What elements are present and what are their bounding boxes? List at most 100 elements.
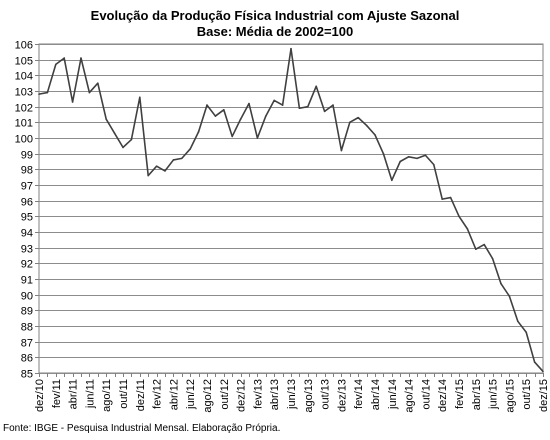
y-tick-label: 93 bbox=[21, 244, 33, 256]
data-point bbox=[113, 132, 116, 135]
y-tick-label: 92 bbox=[21, 259, 33, 271]
x-tick-label: fev/13 bbox=[252, 379, 264, 409]
data-point bbox=[63, 57, 65, 59]
x-tick-label: dez/13 bbox=[336, 379, 348, 412]
data-point bbox=[475, 248, 477, 251]
data-point bbox=[38, 93, 40, 95]
y-tick-label: 105 bbox=[15, 56, 33, 68]
x-tick-label: out/14 bbox=[420, 379, 432, 410]
x-tick-label: ago/11 bbox=[101, 379, 113, 412]
data-point bbox=[189, 148, 191, 150]
source-note: Fonte: IBGE - Pesquisa Industrial Mensal… bbox=[3, 423, 281, 434]
data-point bbox=[349, 121, 351, 124]
x-tick-label: fev/14 bbox=[353, 379, 365, 409]
y-tick-label: 91 bbox=[21, 275, 33, 287]
data-point bbox=[525, 331, 527, 334]
y-tick-label: 97 bbox=[21, 181, 33, 193]
series-line bbox=[38, 47, 544, 372]
data-point bbox=[155, 165, 158, 167]
x-tick-label: dez/11 bbox=[135, 379, 147, 411]
data-point bbox=[517, 320, 519, 323]
data-point bbox=[256, 137, 259, 139]
x-tick-label: out/12 bbox=[219, 379, 231, 410]
data-point bbox=[172, 159, 175, 161]
x-tick-label: fev/15 bbox=[454, 379, 466, 409]
data-point bbox=[122, 146, 124, 149]
x-tick-label: abr/11 bbox=[68, 379, 80, 409]
y-tick-label: 101 bbox=[15, 118, 33, 130]
plot-area bbox=[38, 43, 544, 374]
data-point bbox=[508, 295, 511, 298]
data-point bbox=[466, 228, 469, 230]
x-tick-label: abr/15 bbox=[471, 379, 483, 410]
chart-title: Evolução da Produção Física Industrial c… bbox=[90, 8, 460, 23]
data-point bbox=[542, 370, 544, 373]
x-tick-label: abr/12 bbox=[168, 379, 180, 410]
data-point bbox=[458, 215, 460, 218]
data-point bbox=[382, 152, 385, 155]
x-tick-label: abr/14 bbox=[370, 379, 382, 410]
y-tick-label: 88 bbox=[21, 322, 33, 334]
data-point bbox=[239, 118, 242, 120]
y-tick-label: 102 bbox=[15, 103, 33, 115]
y-tick-label: 94 bbox=[21, 228, 33, 240]
data-point bbox=[248, 102, 250, 105]
chart-subtitle: Base: Média de 2002=100 bbox=[196, 24, 354, 39]
x-tick-label: jun/15 bbox=[488, 379, 500, 410]
data-point bbox=[105, 118, 107, 120]
x-tick-label: jun/13 bbox=[286, 379, 298, 410]
x-tick-label: out/11 bbox=[118, 379, 130, 409]
data-point bbox=[500, 282, 502, 285]
data-point bbox=[139, 96, 141, 99]
x-tick-label: abr/13 bbox=[269, 379, 281, 410]
x-tick-label: ago/14 bbox=[404, 379, 416, 413]
x-tick-label: dez/12 bbox=[236, 379, 248, 412]
data-point bbox=[265, 115, 267, 117]
x-tick-label: jun/14 bbox=[387, 379, 399, 410]
x-tick-label: out/15 bbox=[521, 379, 533, 410]
y-tick-label: 87 bbox=[21, 338, 33, 350]
data-point bbox=[365, 124, 368, 127]
data-point bbox=[80, 57, 82, 59]
data-point bbox=[323, 110, 326, 113]
y-tick-label: 106 bbox=[15, 40, 33, 52]
x-tick-label: ago/13 bbox=[303, 379, 315, 413]
x-tick-label: dez/10 bbox=[34, 379, 46, 412]
y-tick-label: 90 bbox=[21, 291, 33, 303]
y-tick-label: 89 bbox=[21, 306, 33, 318]
data-point bbox=[147, 174, 149, 177]
data-point bbox=[315, 85, 318, 88]
data-point bbox=[223, 109, 225, 111]
y-tick-label: 99 bbox=[21, 150, 33, 162]
y-tick-label: 86 bbox=[21, 353, 33, 365]
data-point bbox=[231, 135, 233, 138]
data-point bbox=[483, 243, 486, 246]
x-tick-label: out/13 bbox=[320, 379, 332, 410]
data-point bbox=[273, 99, 276, 102]
y-tick-label: 100 bbox=[15, 134, 33, 146]
data-point bbox=[491, 257, 494, 260]
x-tick-label: fev/11 bbox=[51, 379, 63, 408]
data-point bbox=[424, 154, 427, 157]
data-point bbox=[71, 101, 74, 103]
data-point bbox=[391, 179, 393, 182]
data-point bbox=[46, 91, 49, 94]
data-point bbox=[357, 116, 360, 119]
data-point bbox=[164, 170, 166, 172]
data-point bbox=[214, 115, 217, 117]
data-point bbox=[197, 130, 200, 133]
y-tick-label: 104 bbox=[15, 71, 33, 83]
x-tick-label: dez/15 bbox=[538, 379, 550, 412]
data-point bbox=[181, 157, 183, 160]
y-tick-label: 96 bbox=[21, 197, 33, 209]
data-point bbox=[399, 160, 402, 163]
data-point bbox=[533, 361, 536, 363]
x-tick-label: jun/12 bbox=[185, 379, 197, 410]
data-point bbox=[407, 156, 410, 158]
data-point bbox=[307, 105, 309, 108]
y-tick-label: 103 bbox=[15, 87, 33, 99]
data-point bbox=[97, 82, 99, 84]
data-point bbox=[433, 163, 435, 166]
data-point bbox=[340, 149, 343, 152]
data-point bbox=[416, 157, 418, 160]
